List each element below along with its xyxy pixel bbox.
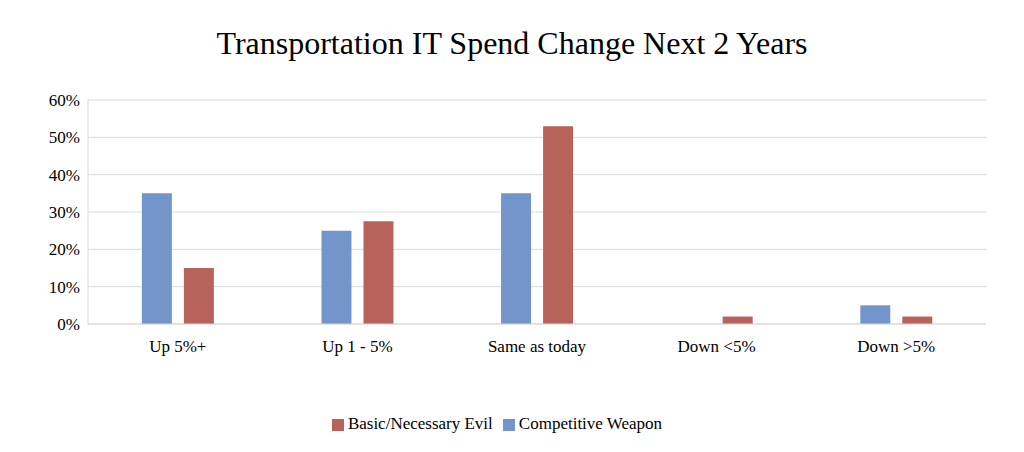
svg-text:Up 5%+: Up 5%+ — [149, 337, 206, 356]
svg-text:Down <5%: Down <5% — [678, 337, 756, 356]
svg-text:20%: 20% — [49, 240, 80, 259]
svg-text:Down >5%: Down >5% — [857, 337, 935, 356]
html-text:Transportation IT Spend Change: Transportation IT Spend Change Next 2 Ye… — [216, 25, 808, 61]
svg-text:40%: 40% — [49, 166, 80, 185]
svg-text:50%: 50% — [49, 128, 80, 147]
svg-text:0%: 0% — [57, 315, 80, 334]
svg-text:10%: 10% — [49, 278, 80, 297]
svg-text:Up 1 - 5%: Up 1 - 5% — [322, 337, 392, 356]
html-text:Basic/Necessary Evil: Basic/Necessary Evil — [347, 414, 493, 433]
html-text:Competitive Weapon: Competitive Weapon — [518, 414, 663, 433]
svg-text:Same as today: Same as today — [488, 337, 587, 356]
svg-text:30%: 30% — [49, 203, 80, 222]
svg-text:60%: 60% — [49, 91, 80, 110]
